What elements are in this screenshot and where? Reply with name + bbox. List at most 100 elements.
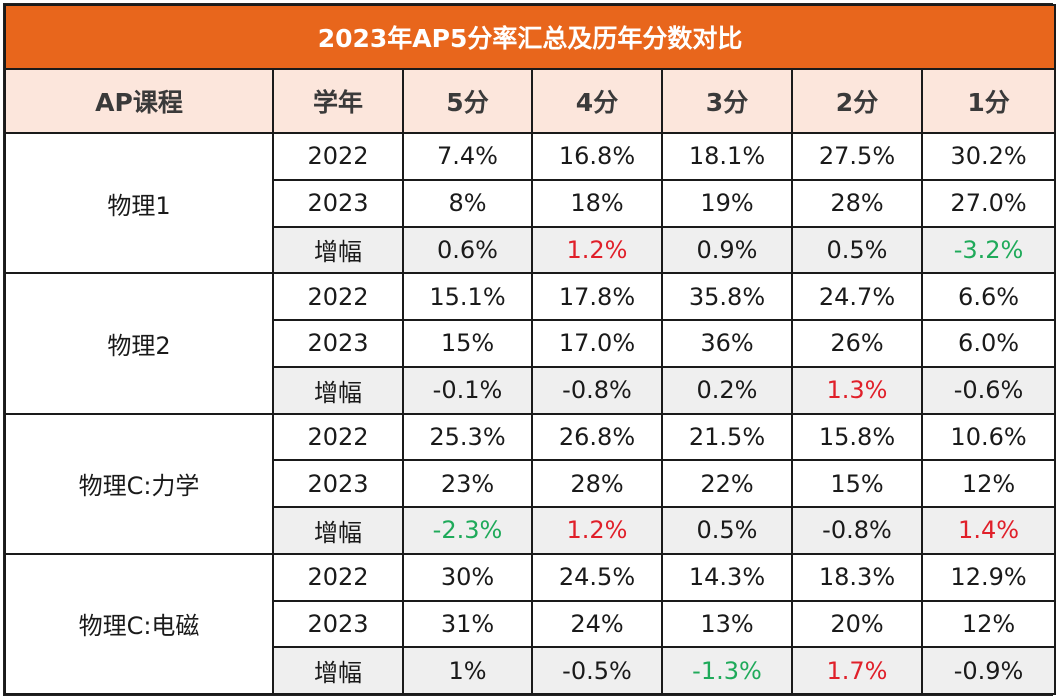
score-cell-4: 17.8% [531,272,663,321]
score-cell-1: 12% [920,599,1056,649]
score-cell-3: -1.3% [661,646,793,695]
header-year: 学年 [272,68,404,134]
delta-row: 增幅 0.6% 1.2% 0.9% 0.5% -3.2% [5,225,1056,275]
score-cell-3: 36% [661,319,793,368]
year-row: 物理C:电磁 2022 30% 24.5% 14.3% 18.3% 12.9% [4,552,1056,696]
score-cell-2: 24.7% [791,272,923,321]
score-cell-3: 22% [661,459,793,508]
score-cell-3: 0.9% [661,225,793,275]
year-row: 2023 8% 18% 19% 28% 27.0% [5,178,1056,228]
course-name: 物理C:力学 [4,412,274,555]
score-cell-1: 1.4% [920,506,1056,555]
delta-label: 增幅 [272,225,404,275]
course-name: 物理2 [4,272,274,415]
score-cell-4: 26.8% [531,412,663,462]
ap-score-table: 2023年AP5分率汇总及历年分数对比 AP课程 学年 5分 4分 3分 2分 … [3,4,1056,696]
year-cell: 2023 [272,319,404,368]
score-cell-5: 7.4% [402,132,533,181]
score-cell-5: 31% [402,599,533,649]
header-course: AP课程 [4,68,274,134]
score-cell-4: 24% [531,599,663,649]
score-cell-4: 18% [531,178,663,228]
score-cell-4: 17.0% [531,319,663,368]
score-cell-1: 27.0% [920,178,1056,228]
score-cell-5: 15.1% [402,272,533,321]
score-cell-4: 24.5% [531,552,663,602]
score-cell-3: 14.3% [661,552,793,602]
score-cell-1: -3.2% [920,225,1056,275]
score-cell-1: 6.0% [920,319,1056,368]
header-score-5: 5分 [402,68,533,134]
table-title: 2023年AP5分率汇总及历年分数对比 [3,4,1056,70]
score-cell-2: 18.3% [791,552,923,602]
score-cell-4: 16.8% [531,132,663,181]
score-cell-3: 21.5% [661,412,793,462]
header-score-4: 4分 [531,68,663,134]
score-cell-4: -0.8% [531,365,663,415]
score-cell-5: 0.6% [402,225,533,275]
delta-row: 增幅 -0.1% -0.8% 0.2% 1.3% -0.6% [5,365,1056,415]
score-cell-2: 28% [791,178,923,228]
score-cell-5: -2.3% [402,506,533,555]
score-cell-1: 6.6% [920,272,1056,321]
score-cell-1: 30.2% [920,132,1056,181]
score-cell-2: 1.3% [791,365,923,415]
course-name: 物理C:电磁 [4,552,274,696]
score-cell-3: 35.8% [661,272,793,321]
title-row: 2023年AP5分率汇总及历年分数对比 [3,4,1056,70]
score-cell-5: 15% [402,319,533,368]
score-cell-5: 23% [402,459,533,508]
score-cell-4: 28% [531,459,663,508]
score-cell-5: -0.1% [402,365,533,415]
year-cell: 2022 [272,272,404,321]
score-cell-4: -0.5% [531,646,663,695]
score-cell-2: -0.8% [791,506,923,555]
score-cell-3: 19% [661,178,793,228]
score-cell-2: 0.5% [791,225,923,275]
year-row: 物理C:力学 2022 25.3% 26.8% 21.5% 15.8% 10.6% [4,412,1056,555]
delta-row: 增幅 1% -0.5% -1.3% 1.7% -0.9% [5,646,1056,695]
score-cell-2: 15% [791,459,923,508]
score-cell-3: 0.5% [661,506,793,555]
delta-row: 增幅 -2.3% 1.2% 0.5% -0.8% 1.4% [5,506,1056,555]
score-cell-1: -0.6% [920,365,1056,415]
score-table-container: 2023年AP5分率汇总及历年分数对比 AP课程 学年 5分 4分 3分 2分 … [3,3,1056,696]
header-score-2: 2分 [791,68,923,134]
score-cell-2: 26% [791,319,923,368]
year-cell: 2023 [272,599,404,649]
score-cell-3: 0.2% [661,365,793,415]
score-cell-3: 13% [661,599,793,649]
year-row: 物理2 2022 15.1% 17.8% 35.8% 24.7% 6.6% [4,272,1056,415]
year-cell: 2023 [272,178,404,228]
score-cell-2: 1.7% [791,646,923,695]
score-cell-4: 1.2% [531,225,663,275]
score-cell-5: 25.3% [402,412,533,462]
year-row: 2023 15% 17.0% 36% 26% 6.0% [5,319,1056,368]
score-cell-1: 10.6% [920,412,1056,462]
score-cell-3: 18.1% [661,132,793,181]
score-cell-1: 12% [920,459,1056,508]
delta-label: 增幅 [272,646,404,695]
score-cell-5: 1% [402,646,533,695]
score-cell-1: -0.9% [920,646,1056,695]
header-score-1: 1分 [920,68,1056,134]
year-row: 物理1 2022 7.4% 16.8% 18.1% 27.5% 30.2% [4,131,1056,275]
score-cell-4: 1.2% [531,506,663,555]
delta-label: 增幅 [272,365,404,415]
table-body: 物理1 2022 7.4% 16.8% 18.1% 27.5% 30.2% 2023 8% 18%… [4,131,1056,696]
header-row: AP课程 学年 5分 4分 3分 2分 1分 [4,68,1056,134]
score-cell-2: 27.5% [791,132,923,181]
year-cell: 2022 [272,412,404,462]
course-name: 物理1 [4,131,274,275]
year-row: 2023 31% 24% 13% 20% 12% [5,599,1056,649]
year-row: 2023 23% 28% 22% 15% 12% [5,459,1056,508]
header-score-3: 3分 [661,68,793,134]
score-cell-5: 30% [402,552,533,602]
score-cell-5: 8% [402,178,533,228]
delta-label: 增幅 [272,506,404,555]
year-cell: 2022 [272,132,404,181]
score-cell-2: 20% [791,599,923,649]
year-cell: 2022 [272,552,404,602]
score-cell-1: 12.9% [920,552,1056,602]
year-cell: 2023 [272,459,404,508]
